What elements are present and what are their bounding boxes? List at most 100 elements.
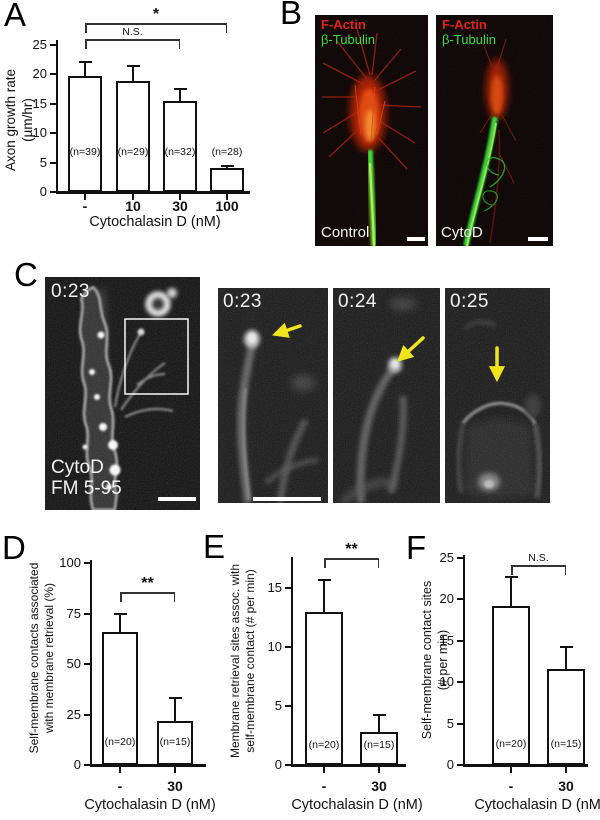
y-axis-title-line: self-membrane contact (# per min) [243, 569, 257, 753]
sig-bracket-end [324, 558, 326, 568]
panel-e-label: E [203, 528, 226, 565]
sig-label: ** [141, 575, 154, 592]
y-tick-label: 25 [439, 550, 454, 565]
error-bar-cap [126, 64, 140, 67]
micrograph-cytod: F-Actin β-Tubulin CytoD [436, 15, 553, 246]
y-tick-label: 0 [446, 757, 454, 772]
bar [547, 668, 585, 765]
y-tick [84, 663, 92, 665]
btubulin-label: β-Tubulin [321, 32, 375, 47]
category-label: 30 [167, 778, 183, 794]
error-bar-cap [113, 612, 127, 615]
y-tick [50, 132, 58, 134]
category-label: 30 [558, 778, 574, 794]
neurite-zoom-graphic [218, 288, 328, 503]
y-tick [285, 587, 293, 589]
y-tick [457, 764, 465, 766]
panel-c-label: C [14, 256, 38, 293]
dye-label: FM 5-95 [51, 478, 122, 499]
category-label: - [82, 198, 88, 214]
x-axis-title: Cytochalasin D (nM) [89, 214, 221, 230]
timelapse-zoom-frame-1: 0:23 [218, 288, 328, 503]
y-tick [50, 102, 58, 105]
y-tick [457, 557, 465, 559]
y-axis-title-line: with membrane retrieval (%) [42, 582, 56, 734]
timelapse-zoom-frame-2: 0:24 [333, 288, 440, 503]
factin-label: F-Actin [442, 17, 487, 32]
category-label: 30 [172, 198, 188, 214]
y-tick-label: 100 [59, 555, 81, 570]
error-bar-cap [168, 697, 182, 700]
x-tick [132, 194, 134, 200]
yellow-arrow-icon [396, 336, 425, 362]
n-label: (n=20) [104, 736, 136, 748]
yellow-arrow-icon [272, 322, 302, 338]
y-tick-label: 5 [446, 715, 454, 731]
error-bar [119, 613, 121, 632]
image-caption: Control [321, 224, 370, 241]
y-tick-label: 0 [274, 757, 282, 772]
category-label: - [508, 778, 514, 794]
y-tick [50, 73, 58, 75]
growth-cone-graphic [315, 15, 428, 246]
panel-a-label: A [4, 0, 27, 33]
sig-bracket-end [564, 565, 566, 575]
y-tick [285, 646, 293, 648]
x-axis [462, 764, 588, 767]
scale-bar [253, 497, 321, 501]
y-axis [290, 557, 293, 766]
y-tick [84, 562, 92, 564]
y-tick [457, 681, 465, 684]
bar [163, 101, 197, 192]
n-label: (n=39) [69, 146, 101, 158]
y-axis [55, 40, 58, 193]
y-tick [457, 598, 465, 601]
bar [210, 168, 244, 192]
x-tick [510, 767, 512, 773]
n-label: (n=32) [164, 146, 196, 158]
error-bar-cap [559, 645, 573, 648]
neurite-graphic [45, 277, 200, 510]
x-axis [290, 764, 406, 767]
y-tick-label: 25 [66, 706, 81, 722]
x-axis-title: Cytochalasin D (nM) [291, 797, 423, 813]
category-label: - [321, 778, 327, 794]
bar [305, 611, 343, 765]
neurite-zoom-graphic [445, 288, 550, 503]
y-tick-label: 10 [267, 639, 282, 654]
sig-label: ** [345, 541, 358, 558]
y-tick-label: 10 [32, 125, 47, 140]
bar [102, 631, 138, 765]
y-tick-label: 75 [66, 605, 81, 621]
sig-label: * [152, 6, 160, 23]
x-tick [323, 767, 325, 773]
y-tick-label: 15 [267, 580, 282, 595]
panel-f-label: F [406, 529, 427, 566]
category-label: - [117, 778, 123, 794]
bar [68, 76, 102, 192]
x-tick [565, 767, 567, 773]
error-bar [226, 166, 228, 169]
y-axis-title-line: Self-membrane contacts associated [27, 562, 41, 754]
y-tick-label: 20 [32, 66, 47, 81]
timelapse-zoom-frame-3: 0:25 [445, 288, 550, 503]
scale-bar [528, 237, 548, 241]
error-bar [132, 65, 134, 82]
error-bar-cap [220, 165, 234, 168]
neurite-zoom-graphic [333, 288, 440, 503]
x-axis [89, 764, 206, 767]
x-tick [226, 194, 228, 200]
n-label: (n=28) [211, 146, 243, 158]
sig-bracket-end [178, 39, 180, 49]
x-tick [119, 767, 121, 773]
sig-bracket [85, 23, 227, 25]
sig-bracket-end [85, 39, 87, 49]
scale-bar [407, 237, 425, 241]
sig-bracket-end [120, 592, 122, 602]
y-tick-label: 0 [73, 757, 81, 772]
sig-bracket [85, 39, 180, 41]
y-tick-label: 15 [439, 632, 454, 648]
timestamp: 0:23 [223, 291, 262, 312]
sig-bracket [120, 592, 175, 594]
